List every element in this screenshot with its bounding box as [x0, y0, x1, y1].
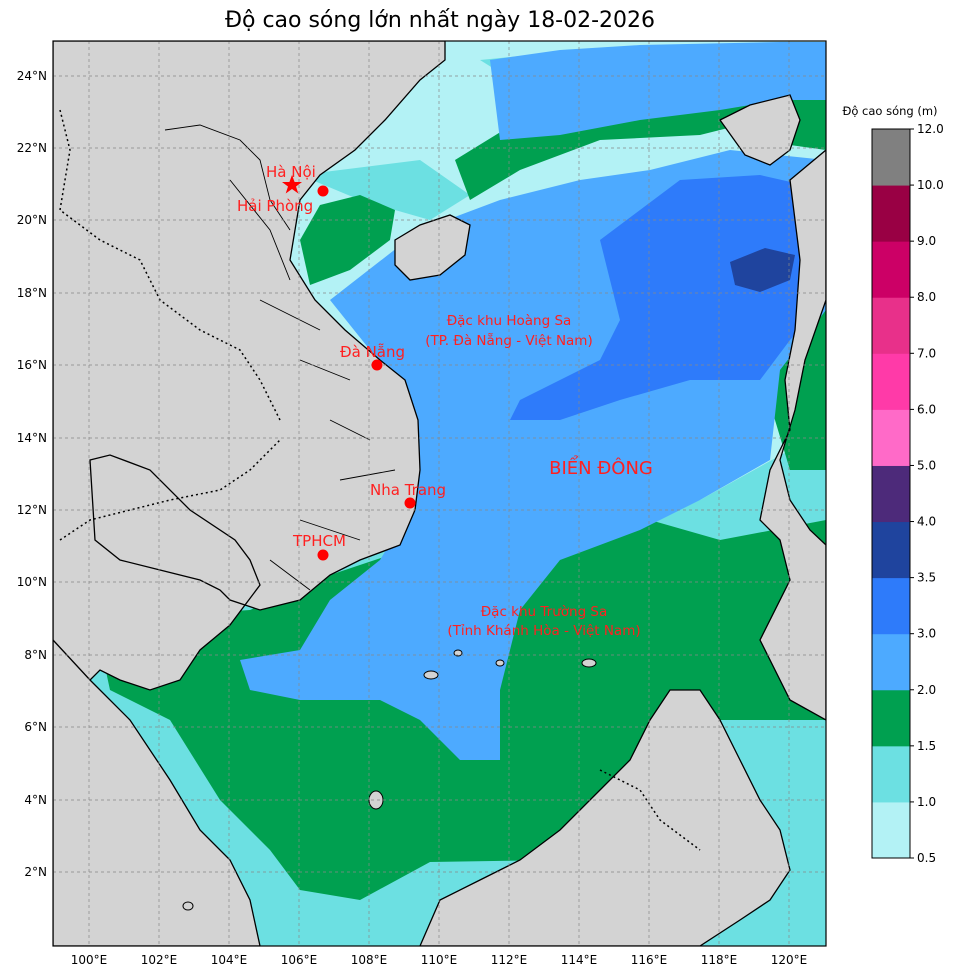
- colorbar-segment: [872, 353, 910, 410]
- lat-tick: 22°N: [17, 141, 47, 155]
- lat-tick: 2°N: [24, 865, 47, 879]
- colorbar-tick-label: 9.0: [917, 234, 936, 248]
- lon-tick: 118°E: [701, 953, 738, 967]
- lat-tick: 24°N: [17, 69, 47, 83]
- colorbar-frame: [871, 128, 911, 859]
- lat-tick: 10°N: [17, 575, 47, 589]
- colorbar-tick-label: 4.0: [917, 515, 936, 529]
- colorbar-segment: [872, 521, 910, 579]
- city-label-danang: Đà Nẵng: [340, 343, 405, 361]
- colorbar-segment: [872, 185, 910, 242]
- lat-tick: 16°N: [17, 358, 47, 372]
- hoang-sa-sublabel: (TP. Đà Nẵng - Việt Nam): [425, 332, 592, 349]
- lat-tick: 4°N: [24, 793, 47, 807]
- colorbar-tick-label: 6.0: [917, 402, 936, 416]
- lon-tick: 116°E: [631, 953, 668, 967]
- colorbar-segment: [872, 633, 910, 691]
- colorbar-tick-label: 1.0: [917, 795, 936, 809]
- colorbar-segment: [872, 129, 910, 186]
- hoang-sa-label: Đặc khu Hoàng Sa: [447, 313, 572, 329]
- colorbar-segment: [872, 241, 910, 298]
- colorbar-tick-label: 0.5: [917, 851, 936, 865]
- lon-tick: 112°E: [491, 953, 528, 967]
- city-label-tphcm: TPHCM: [292, 532, 346, 550]
- colorbar-tick-label: 12.0: [917, 122, 944, 136]
- lat-tick: 18°N: [17, 286, 47, 300]
- colorbar-tick-label: 10.0: [917, 178, 944, 192]
- tphcm-dot-marker: [317, 549, 329, 561]
- nhatrang-dot-marker: [404, 497, 416, 509]
- city-label-hanoi: Hà Nội: [266, 163, 316, 181]
- colorbar-segment: [872, 801, 910, 859]
- haiphong-dot-marker: [317, 185, 329, 197]
- colorbar-segment: [872, 297, 910, 354]
- lon-tick: 106°E: [281, 953, 318, 967]
- city-markers: Hà Nội Hải Phòng Đà Nẵng Nha Trang TPHCM: [237, 163, 446, 561]
- lon-tick: 108°E: [351, 953, 388, 967]
- colorbar-segment: [872, 689, 910, 747]
- city-label-haiphong: Hải Phòng: [237, 197, 313, 215]
- map-frame: [52, 40, 827, 947]
- sea-label: BIỂN ĐÔNG: [549, 455, 653, 479]
- danang-dot-marker: [371, 359, 383, 371]
- colorbar-title: Độ cao sóng (m): [842, 104, 937, 118]
- city-label-nhatrang: Nha Trang: [370, 481, 446, 499]
- colorbar-tick-label: 2.0: [917, 683, 936, 697]
- colorbar-tick-label: 3.5: [917, 571, 936, 585]
- lon-axis: 100°E 102°E 104°E 106°E 108°E 110°E 112°…: [71, 953, 808, 967]
- colorbar-tick-label: 3.0: [917, 627, 936, 641]
- page-title: Độ cao sóng lớn nhất ngày 18-02-2026: [224, 8, 656, 33]
- colorbar-segment: [872, 577, 910, 635]
- lon-tick: 110°E: [421, 953, 458, 967]
- colorbar-tick-label: 5.0: [917, 458, 936, 472]
- lon-tick: 120°E: [771, 953, 808, 967]
- colorbar-tick-label: 8.0: [917, 290, 936, 304]
- lat-tick: 12°N: [17, 503, 47, 517]
- wave-height-field: [53, 41, 826, 946]
- lat-tick: 20°N: [17, 213, 47, 227]
- lon-tick: 114°E: [561, 953, 598, 967]
- lat-tick: 8°N: [24, 648, 47, 662]
- colorbar-segment: [872, 745, 910, 803]
- colorbar-tick-label: 7.0: [917, 346, 936, 360]
- lat-tick: 14°N: [17, 431, 47, 445]
- lat-axis: 24°N 22°N 20°N 18°N 16°N 14°N 12°N 10°N …: [17, 69, 47, 879]
- colorbar: 0.5 1.0 1.5 2.0 3.0 3.5 4.0 5.0 6.0 7.0 8.0 9.0 10.0…: [871, 122, 944, 865]
- truong-sa-label: Đặc khu Trường Sa: [481, 604, 608, 620]
- colorbar-tick-label: 1.5: [917, 739, 936, 753]
- truong-sa-sublabel: (Tỉnh Khánh Hòa - Việt Nam): [447, 623, 640, 639]
- lon-tick: 104°E: [211, 953, 248, 967]
- lat-tick: 6°N: [24, 720, 47, 734]
- hanoi-star-marker: [282, 175, 302, 194]
- lon-tick: 102°E: [141, 953, 178, 967]
- colorbar-segment: [872, 465, 910, 523]
- lon-tick: 100°E: [71, 953, 108, 967]
- colorbar-segment: [872, 409, 910, 466]
